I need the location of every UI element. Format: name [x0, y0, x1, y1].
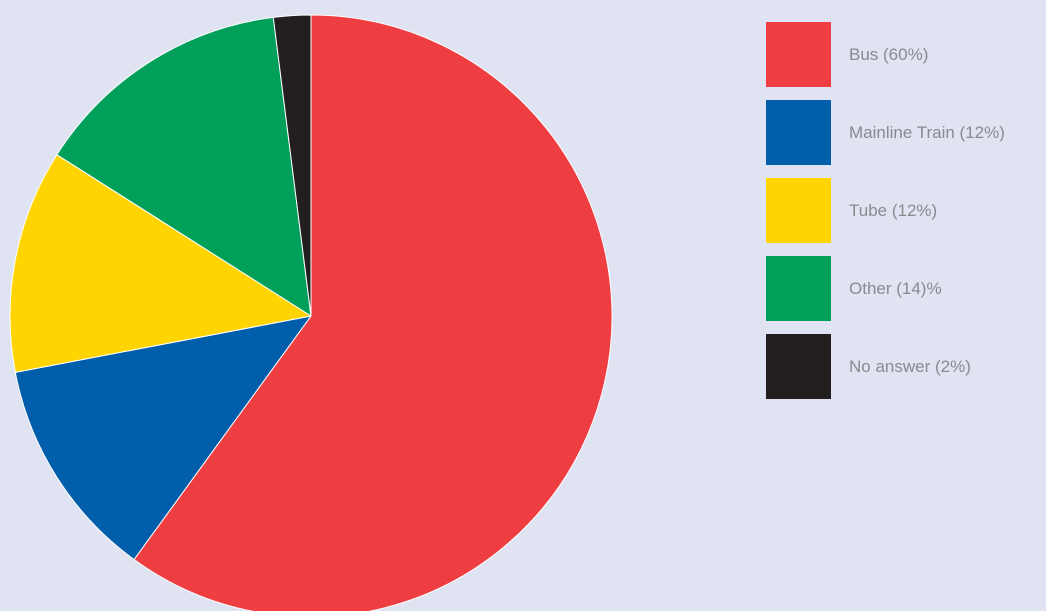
legend-label-tube: Tube (12%)	[849, 200, 938, 220]
pie-slice-no-answer	[272, 14, 312, 317]
legend-item-mainline-train: Mainline Train (12%)	[766, 100, 1005, 165]
legend-swatch-tube	[766, 178, 831, 243]
legend: Bus (60%) Mainline Train (12%) Tube (12%…	[766, 22, 1005, 412]
pie-slices	[9, 14, 613, 611]
legend-swatch-bus	[766, 22, 831, 87]
pie-slice-bus	[133, 14, 613, 611]
legend-label-no-answer: No answer (2%)	[849, 356, 971, 376]
legend-swatch-no-answer	[766, 334, 831, 399]
pie-slice-mainline-train	[14, 315, 312, 561]
legend-item-other: Other (14)%	[766, 256, 1005, 321]
pie-slice-other	[56, 16, 312, 317]
legend-label-mainline-train: Mainline Train (12%)	[849, 122, 1005, 142]
legend-label-bus: Bus (60%)	[849, 44, 929, 64]
legend-item-tube: Tube (12%)	[766, 178, 1005, 243]
legend-swatch-other	[766, 256, 831, 321]
legend-item-no-answer: No answer (2%)	[766, 334, 1005, 399]
pie-slice-tube	[9, 154, 312, 373]
legend-item-bus: Bus (60%)	[766, 22, 1005, 87]
legend-swatch-mainline-train	[766, 100, 831, 165]
legend-label-other: Other (14)%	[849, 278, 942, 298]
